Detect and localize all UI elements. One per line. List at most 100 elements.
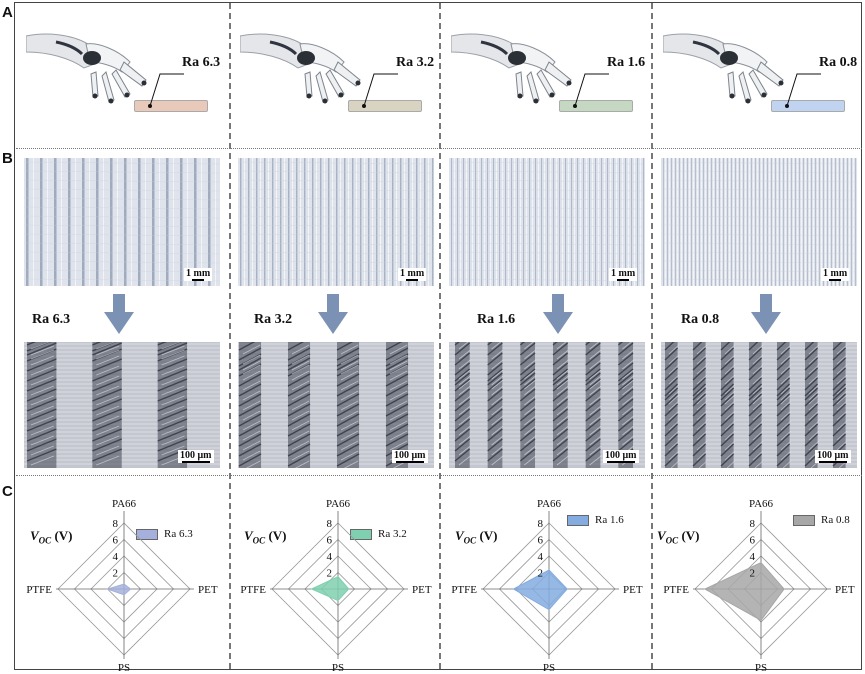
radar-tick-label: 2 <box>327 568 333 580</box>
figure-column: Ra 0.8 1 mm Ra 0.8 100 μm VOC (V) Ra 0.8… <box>655 0 865 674</box>
scale-bar-low: 1 mm <box>821 268 850 281</box>
radar-axis-label: PS <box>332 662 344 672</box>
radar-tick-label: 6 <box>538 535 544 547</box>
radar-axis-label: PTFE <box>663 584 689 596</box>
column-divider <box>229 3 231 669</box>
figure-column: Ra 6.3 1 mm Ra 6.3 100 μm VOC (V) Ra 6.3… <box>18 0 230 674</box>
roughness-label: Ra 1.6 <box>477 312 516 327</box>
panel-label-b: B <box>2 150 13 167</box>
down-arrow-icon <box>751 294 781 339</box>
radar-series-area <box>310 576 350 602</box>
radar-series-area <box>512 569 568 611</box>
radar-tick-label: 6 <box>750 535 756 547</box>
sample-slab <box>559 100 633 112</box>
sample-slab <box>771 100 845 112</box>
panel-label-c: C <box>2 483 13 500</box>
radar-axis-label: PS <box>543 662 555 672</box>
leader-line <box>573 73 609 108</box>
legend-label: Ra 0.8 <box>821 514 850 526</box>
roughness-tag: Ra 0.8 <box>819 55 858 70</box>
legend-label: Ra 1.6 <box>595 514 624 526</box>
legend: Ra 1.6 <box>567 514 624 526</box>
voc-axis-label: VOC (V) <box>244 528 287 546</box>
radar-axis-label: PS <box>755 662 767 672</box>
radar-tick-label: 8 <box>750 518 756 530</box>
radar-tick-label: 4 <box>113 551 119 563</box>
roughness-tag: Ra 6.3 <box>182 55 221 70</box>
legend: Ra 0.8 <box>793 514 850 526</box>
radar-tick-label: 6 <box>113 535 119 547</box>
column-divider <box>439 3 441 669</box>
radar-chart: 2 4 6 8 PA66 PET PS PTFE <box>26 500 218 672</box>
radar-chart: 2 4 6 8 PA66 PET PS PTFE <box>663 500 855 672</box>
down-arrow-icon <box>318 294 348 339</box>
scale-bar-low: 1 mm <box>398 268 427 281</box>
voc-axis-label: VOC (V) <box>30 528 73 546</box>
scale-bar-high: 100 μm <box>815 450 851 463</box>
roughness-tag: Ra 3.2 <box>396 55 435 70</box>
radar-tick-label: 2 <box>750 568 756 580</box>
radar-axis-label: PTFE <box>451 584 477 596</box>
robot-hand-icon <box>450 22 601 122</box>
robot-hand-icon <box>239 22 390 122</box>
radar-axis-label: PTFE <box>26 584 52 596</box>
legend-label: Ra 6.3 <box>164 528 193 540</box>
robot-hand-icon <box>662 22 813 122</box>
radar-axis-label: PA66 <box>326 500 351 510</box>
radar-series-area <box>703 561 785 622</box>
legend-swatch <box>793 514 815 526</box>
voc-axis-label: VOC (V) <box>657 528 700 546</box>
leader-line <box>148 73 184 108</box>
radar-axis-label: PET <box>835 584 855 596</box>
high-magnification-micrograph <box>24 342 220 468</box>
radar-chart: 2 4 6 8 PA66 PET PS PTFE <box>240 500 432 672</box>
radar-tick-label: 4 <box>327 551 333 563</box>
radar-tick-label: 8 <box>327 518 333 530</box>
radar-series-area <box>105 583 132 596</box>
leader-line <box>362 73 398 108</box>
radar-tick-label: 8 <box>538 518 544 530</box>
radar-tick-label: 4 <box>538 551 544 563</box>
legend-swatch <box>136 528 158 540</box>
scale-bar-high: 100 μm <box>603 450 639 463</box>
radar-tick-label: 2 <box>113 568 119 580</box>
radar-axis-label: PET <box>198 584 218 596</box>
low-magnification-micrograph <box>449 158 645 286</box>
legend-swatch <box>350 528 372 540</box>
legend: Ra 6.3 <box>136 528 193 540</box>
low-magnification-micrograph <box>24 158 220 286</box>
legend-swatch <box>567 514 589 526</box>
radar-tick-label: 4 <box>750 551 756 563</box>
figure-column: Ra 3.2 1 mm Ra 3.2 100 μm VOC (V) Ra 3.2… <box>232 0 444 674</box>
radar-axis-label: PTFE <box>240 584 266 596</box>
legend: Ra 3.2 <box>350 528 407 540</box>
roughness-label: Ra 3.2 <box>254 312 293 327</box>
sample-slab <box>348 100 422 112</box>
low-magnification-micrograph <box>661 158 857 286</box>
scale-bar-high: 100 μm <box>392 450 428 463</box>
radar-axis-label: PET <box>412 584 432 596</box>
radar-axis-label: PA66 <box>537 500 562 510</box>
high-magnification-micrograph <box>449 342 645 468</box>
scale-bar-low: 1 mm <box>184 268 213 281</box>
radar-axis-label: PET <box>623 584 643 596</box>
column-divider <box>651 3 653 669</box>
voc-axis-label: VOC (V) <box>455 528 498 546</box>
radar-tick-label: 2 <box>538 568 544 580</box>
leader-line <box>785 73 821 108</box>
radar-axis-label: PS <box>118 662 130 672</box>
radar-tick-label: 6 <box>327 535 333 547</box>
sample-slab <box>134 100 208 112</box>
radar-chart: 2 4 6 8 PA66 PET PS PTFE <box>451 500 643 672</box>
figure-column: Ra 1.6 1 mm Ra 1.6 100 μm VOC (V) Ra 1.6… <box>443 0 655 674</box>
robot-hand-icon <box>25 22 176 122</box>
legend-label: Ra 3.2 <box>378 528 407 540</box>
roughness-label: Ra 0.8 <box>681 312 720 327</box>
figure-frame <box>14 2 862 670</box>
high-magnification-micrograph <box>238 342 434 468</box>
roughness-tag: Ra 1.6 <box>607 55 646 70</box>
down-arrow-icon <box>543 294 573 339</box>
radar-axis-label: PA66 <box>749 500 774 510</box>
panel-label-a: A <box>2 4 13 21</box>
scale-bar-high: 100 μm <box>178 450 214 463</box>
